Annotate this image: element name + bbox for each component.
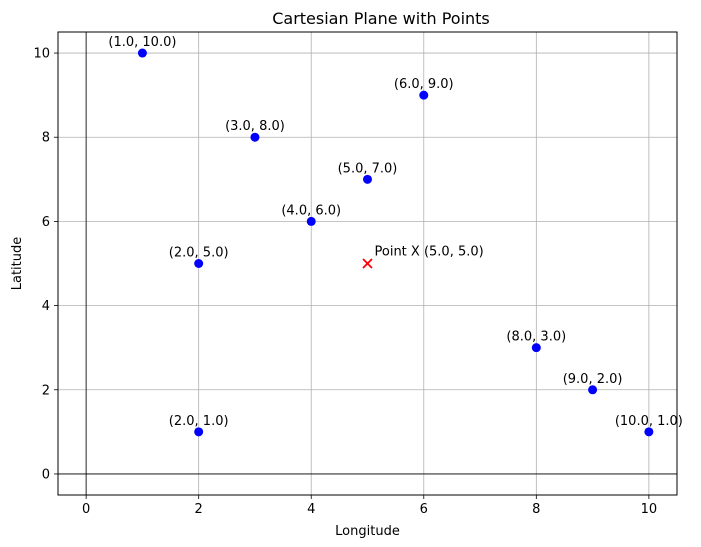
y-tick-label: 10	[33, 47, 50, 62]
x-tick-label: 2	[195, 502, 203, 517]
point-label: Point X (5.0, 5.0)	[375, 245, 484, 260]
x-tick-label: 4	[307, 502, 315, 517]
point-labels: (1.0, 10.0) (6.0, 9.0) (3.0, 8.0) (5.0, 7.0…	[108, 35, 682, 429]
point-x-stroke	[362, 258, 373, 269]
point-label: (5.0, 7.0)	[338, 161, 398, 176]
data-point	[250, 132, 260, 142]
point-x-marker	[362, 258, 373, 269]
y-axis-label: Latitude	[10, 237, 25, 291]
point-label: (8.0, 3.0)	[506, 330, 566, 345]
x-tick-label: 0	[82, 502, 90, 517]
point-label: (10.0, 1.0)	[615, 414, 683, 429]
data-point	[306, 216, 316, 226]
point-label: (9.0, 2.0)	[563, 372, 623, 387]
data-point	[137, 48, 147, 58]
reference-lines	[58, 32, 677, 495]
point-label: (6.0, 9.0)	[394, 77, 454, 92]
point-label: (3.0, 8.0)	[225, 119, 285, 134]
y-tick-label: 0	[42, 467, 50, 482]
x-tick-label: 8	[532, 502, 540, 517]
data-point	[588, 385, 598, 395]
point-label: (2.0, 1.0)	[169, 414, 229, 429]
data-point	[644, 427, 654, 437]
x-tick-label: 6	[420, 502, 428, 517]
data-point	[419, 90, 429, 100]
axis-ticks: 0 2 4 6 8 10 0 2 4 6 8 10	[33, 47, 657, 517]
data-point	[531, 343, 541, 353]
y-tick-label: 8	[42, 131, 50, 146]
point-label: (2.0, 5.0)	[169, 246, 229, 261]
data-point	[194, 427, 204, 437]
point-label: (1.0, 10.0)	[108, 35, 176, 50]
data-point	[363, 174, 372, 184]
data-points	[137, 48, 654, 437]
x-axis-label: Longitude	[335, 524, 400, 539]
point-label: (4.0, 6.0)	[281, 203, 341, 218]
y-tick-label: 6	[42, 215, 50, 230]
data-point	[194, 259, 204, 268]
y-tick-label: 2	[42, 383, 50, 398]
chart-title: Cartesian Plane with Points	[272, 9, 490, 28]
y-tick-label: 4	[42, 299, 50, 314]
x-tick-label: 10	[641, 502, 658, 517]
plot-frame	[57, 31, 678, 496]
